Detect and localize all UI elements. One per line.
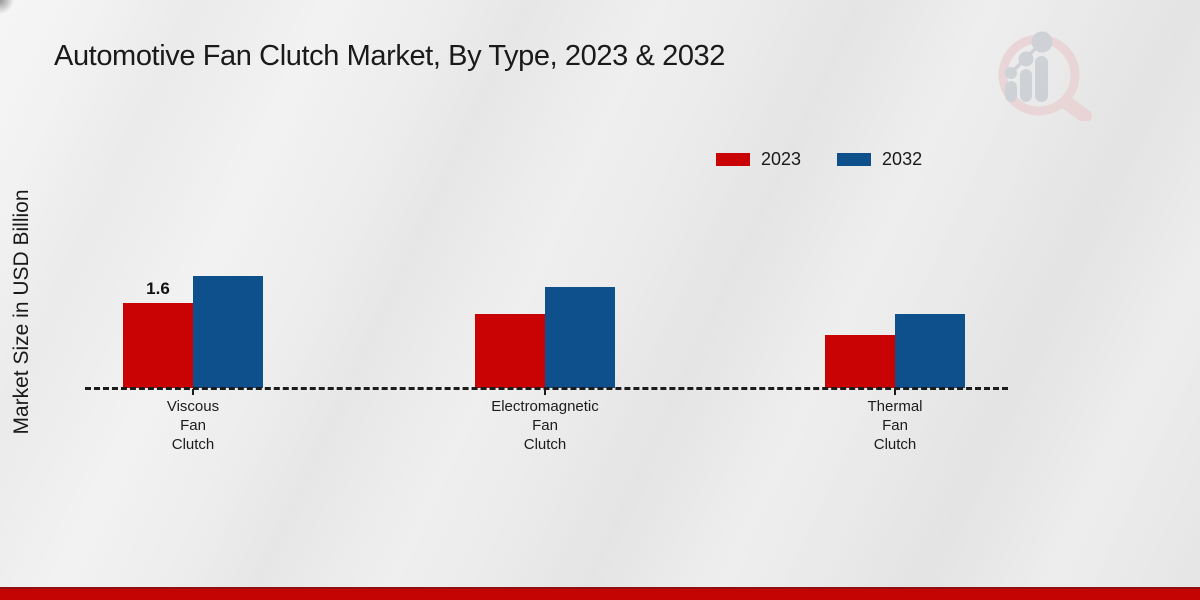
legend-label-2032: 2032	[882, 149, 923, 169]
plot-area: Viscous Fan Clutch Electromagnetic Fan Clutch…	[85, 240, 1008, 453]
legend-item-2023: 2023	[716, 149, 801, 170]
legend-item-2032: 2032	[837, 149, 922, 170]
value-label-2023-viscous-fan-clutch: 1.6	[146, 279, 170, 298]
bar-2023-thermal-fan-clutch	[825, 335, 895, 388]
bar-2023-viscous-fan-clutch	[123, 303, 193, 388]
x-axis-tick	[894, 389, 896, 395]
x-axis-tick	[544, 389, 546, 395]
page-title: Automotive Fan Clutch Market, By Type, 2…	[54, 40, 726, 72]
legend: 2023 2032	[716, 149, 922, 170]
x-axis-baseline	[85, 387, 1008, 390]
category-label-viscous-fan-clutch: Viscous Fan Clutch	[166, 398, 220, 453]
legend-swatch-2032-icon	[837, 153, 872, 166]
category-label-thermal-fan-clutch: Thermal Fan Clutch	[867, 398, 923, 453]
magnifier-growth-icon	[998, 31, 1092, 121]
bar-2023-electromagnetic-fan-clutch	[475, 314, 545, 388]
bar-2032-electromagnetic-fan-clutch	[545, 287, 615, 388]
legend-swatch-2023-icon	[716, 153, 750, 166]
bar-2032-thermal-fan-clutch	[895, 314, 965, 388]
mrfr-logo-watermark	[998, 31, 1092, 121]
bar-2032-viscous-fan-clutch	[193, 276, 263, 388]
x-axis-tick	[192, 389, 194, 395]
footer-red-bar	[0, 587, 1200, 600]
legend-label-2023: 2023	[761, 149, 802, 169]
category-label-electromagnetic-fan-clutch: Electromagnetic Fan Clutch	[491, 398, 599, 453]
